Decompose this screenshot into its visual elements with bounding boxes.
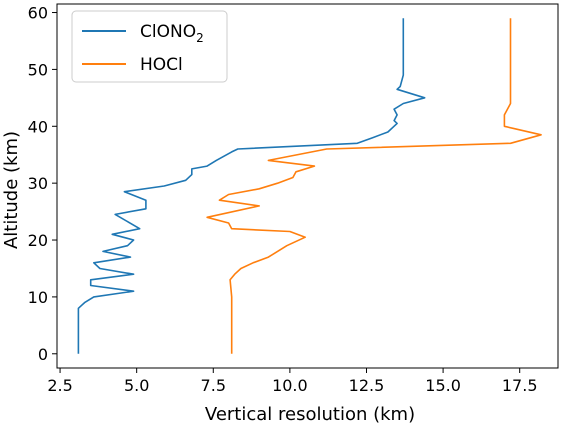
legend-entry-clono2: ClONO2	[140, 22, 204, 45]
y-axis-label: Altitude (km)	[1, 131, 22, 249]
series-line-clono2	[77, 18, 426, 354]
plot-area	[77, 18, 542, 354]
y-tick-label: 40	[28, 117, 48, 136]
legend-entry-hocl: HOCl	[140, 55, 183, 75]
x-tick-label: 15.0	[425, 376, 461, 395]
legend: ClONO2 HOCl	[71, 10, 228, 83]
axis-ticks: 2.5 5.0 7.5 10.0 12.5 15.0 17.5 0 10 20 30 40 50 60	[28, 4, 538, 395]
y-tick-label: 0	[38, 345, 48, 364]
x-axis-label: Vertical resolution (km)	[205, 404, 415, 425]
legend-subscript-clono2: 2	[196, 31, 204, 45]
legend-label-clono2: ClONO	[140, 22, 196, 42]
y-tick-label: 50	[28, 60, 48, 79]
axes-frame	[56, 3, 559, 369]
series-line-hocl	[206, 18, 542, 354]
legend-label-hocl: HOCl	[140, 55, 183, 75]
y-tick-label: 60	[28, 4, 48, 23]
x-tick-label: 5.0	[124, 376, 149, 395]
x-tick-label: 17.5	[502, 376, 538, 395]
y-tick-label: 10	[28, 288, 48, 307]
x-tick-label: 7.5	[201, 376, 226, 395]
x-tick-label: 12.5	[349, 376, 385, 395]
x-tick-label: 10.0	[272, 376, 308, 395]
x-tick-label: 2.5	[47, 376, 72, 395]
y-tick-label: 30	[28, 174, 48, 193]
y-tick-label: 20	[28, 231, 48, 250]
